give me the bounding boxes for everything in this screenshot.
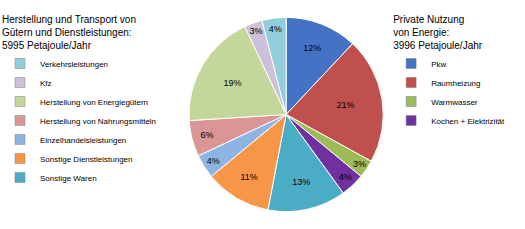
svg-text:3%: 3% (250, 26, 263, 36)
svg-text:12%: 12% (303, 43, 321, 53)
svg-text:4%: 4% (339, 172, 352, 182)
svg-text:Herstellung von Nahrungsmittel: Herstellung von Nahrungsmitteln (40, 117, 156, 126)
svg-text:Herstellung und Transport vonG: Herstellung und Transport vonGütern und … (2, 14, 136, 51)
svg-text:21%: 21% (337, 100, 355, 110)
svg-text:Warmwasser: Warmwasser (431, 98, 478, 107)
svg-text:Kfz: Kfz (40, 79, 52, 88)
svg-text:13%: 13% (292, 177, 310, 187)
svg-text:Sonstige Dienstleistungen: Sonstige Dienstleistungen (40, 155, 133, 164)
svg-text:Kochen + Elektrizität: Kochen + Elektrizität (431, 117, 505, 126)
svg-text:Pkw: Pkw (431, 60, 446, 69)
svg-text:Verkehrsleistungen: Verkehrsleistungen (40, 60, 108, 69)
svg-text:Raumheizung: Raumheizung (431, 79, 480, 88)
svg-text:3%: 3% (353, 159, 366, 169)
svg-text:11%: 11% (241, 172, 258, 182)
svg-text:Sonstige Waren: Sonstige Waren (40, 174, 97, 183)
svg-text:Herstellung von Energiegütern: Herstellung von Energiegütern (40, 98, 148, 107)
svg-text:Einzelhandelsleistungen: Einzelhandelsleistungen (40, 136, 126, 145)
svg-text:19%: 19% (224, 78, 242, 88)
svg-text:4%: 4% (269, 24, 282, 34)
svg-text:Private Nutzungvon Energie:399: Private Nutzungvon Energie:3996 Petajoul… (393, 14, 483, 51)
svg-text:4%: 4% (207, 156, 220, 166)
svg-text:6%: 6% (200, 130, 213, 140)
